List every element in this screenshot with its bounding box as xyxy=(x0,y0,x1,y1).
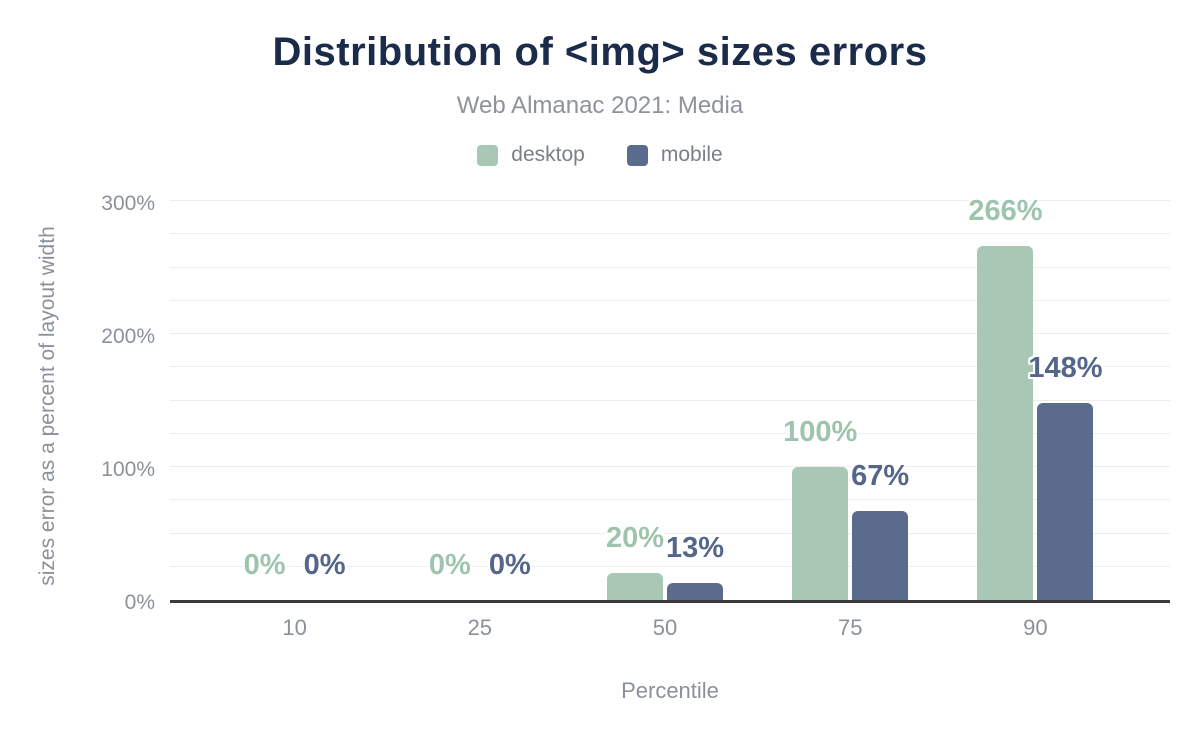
bar-slot-mobile-50: 13% xyxy=(666,532,724,600)
gridline-275 xyxy=(170,233,1170,235)
bar-slot-mobile-75: 67% xyxy=(851,460,909,600)
legend-item-mobile[interactable]: mobile xyxy=(626,143,723,167)
value-label-desktop-75: 100% xyxy=(783,416,858,448)
bar-slot-desktop-50: 20% xyxy=(606,522,664,600)
bar-pair-75: 100% 67% xyxy=(783,416,909,600)
value-label-mobile-25: 0% xyxy=(488,549,531,581)
bar-mobile-75[interactable] xyxy=(852,510,909,600)
desktop-series-swatch xyxy=(477,144,499,166)
y-tick-label-200: 200% xyxy=(101,325,155,348)
y-tick-label-100: 100% xyxy=(101,458,155,481)
gridline-50 xyxy=(170,532,1170,534)
category-group-90: 266% 148% 90 xyxy=(943,195,1128,640)
gridline-225 xyxy=(170,299,1170,301)
x-tick-label-90: 90 xyxy=(1023,615,1048,640)
bar-slot-mobile-90: 148% xyxy=(1028,352,1102,600)
y-tick-label-0: 0% xyxy=(124,591,155,614)
gridline-25 xyxy=(170,565,1170,567)
value-label-mobile-90: 148% xyxy=(1028,352,1103,385)
bar-desktop-90[interactable] xyxy=(977,246,1034,600)
legend: desktop mobile xyxy=(0,143,1200,167)
gridline-250 xyxy=(170,266,1170,268)
chart-title: Distribution of <img> sizes errors xyxy=(272,30,928,74)
value-label-mobile-75: 67% xyxy=(851,459,910,492)
bar-slot-desktop-75: 100% xyxy=(783,416,857,600)
plot-area: 0% 0% 10 0% 0% 25 20% 13% 50 100% 67% 75 266% 148% 90 xyxy=(170,195,1170,640)
category-group-25: 0% 0% 25 xyxy=(387,204,572,640)
gridline-100 xyxy=(170,466,1170,467)
bar-slot-desktop-90: 266% xyxy=(968,195,1042,600)
x-tick-label-50: 50 xyxy=(652,615,678,640)
category-bands: 0% 0% 10 0% 0% 25 20% 13% 50 100% 67% 75 266% 148% 90 xyxy=(202,195,1128,640)
x-tick-label-75: 75 xyxy=(837,615,863,640)
value-label-desktop-10: 0% xyxy=(243,549,286,581)
bar-mobile-50[interactable] xyxy=(667,582,723,600)
category-group-50: 20% 13% 50 xyxy=(572,204,757,640)
category-group-75: 100% 67% 75 xyxy=(758,204,943,640)
gridline-75 xyxy=(170,499,1170,501)
gridline-200 xyxy=(170,333,1170,334)
y-tick-label-300: 300% xyxy=(101,192,155,215)
gridline-125 xyxy=(170,432,1170,434)
category-group-10: 0% 0% 10 xyxy=(202,204,387,640)
x-tick-label-25: 25 xyxy=(467,615,493,640)
legend-item-desktop[interactable]: desktop xyxy=(477,143,585,167)
x-tick-label-10: 10 xyxy=(282,615,307,640)
bar-pair-90: 266% 148% xyxy=(968,195,1102,600)
value-label-desktop-50: 20% xyxy=(605,522,665,555)
bar-mobile-90[interactable] xyxy=(1037,403,1094,600)
legend-label-mobile: mobile xyxy=(660,143,723,166)
mobile-series-swatch xyxy=(626,144,648,166)
gridline-175 xyxy=(170,366,1170,368)
value-label-mobile-10: 0% xyxy=(303,549,346,581)
value-label-mobile-50: 13% xyxy=(665,531,725,564)
bar-desktop-50[interactable] xyxy=(607,573,663,600)
bar-pair-50: 20% 13% xyxy=(606,522,724,600)
chart-subtitle: Web Almanac 2021: Media xyxy=(456,92,744,119)
legend-label-desktop: desktop xyxy=(511,143,585,166)
bar-desktop-75[interactable] xyxy=(792,467,849,600)
x-axis-title: Percentile xyxy=(621,678,719,703)
y-axis-ticks: 0% 100% 200% 300% xyxy=(0,192,155,614)
gridline-150 xyxy=(170,399,1170,401)
gridline-300 xyxy=(170,200,1170,201)
value-label-desktop-90: 266% xyxy=(968,195,1043,228)
value-label-desktop-25: 0% xyxy=(428,549,471,581)
